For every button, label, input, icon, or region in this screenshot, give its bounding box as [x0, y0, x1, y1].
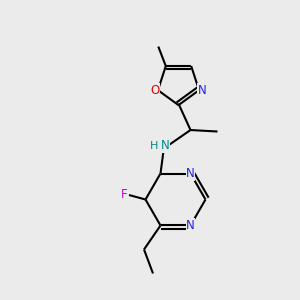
- Text: N: N: [198, 84, 206, 97]
- Text: F: F: [121, 188, 128, 202]
- Text: N: N: [186, 219, 195, 232]
- Text: N: N: [186, 167, 195, 180]
- Text: H: H: [150, 141, 158, 151]
- Text: O: O: [150, 84, 160, 97]
- Text: N: N: [160, 139, 169, 152]
